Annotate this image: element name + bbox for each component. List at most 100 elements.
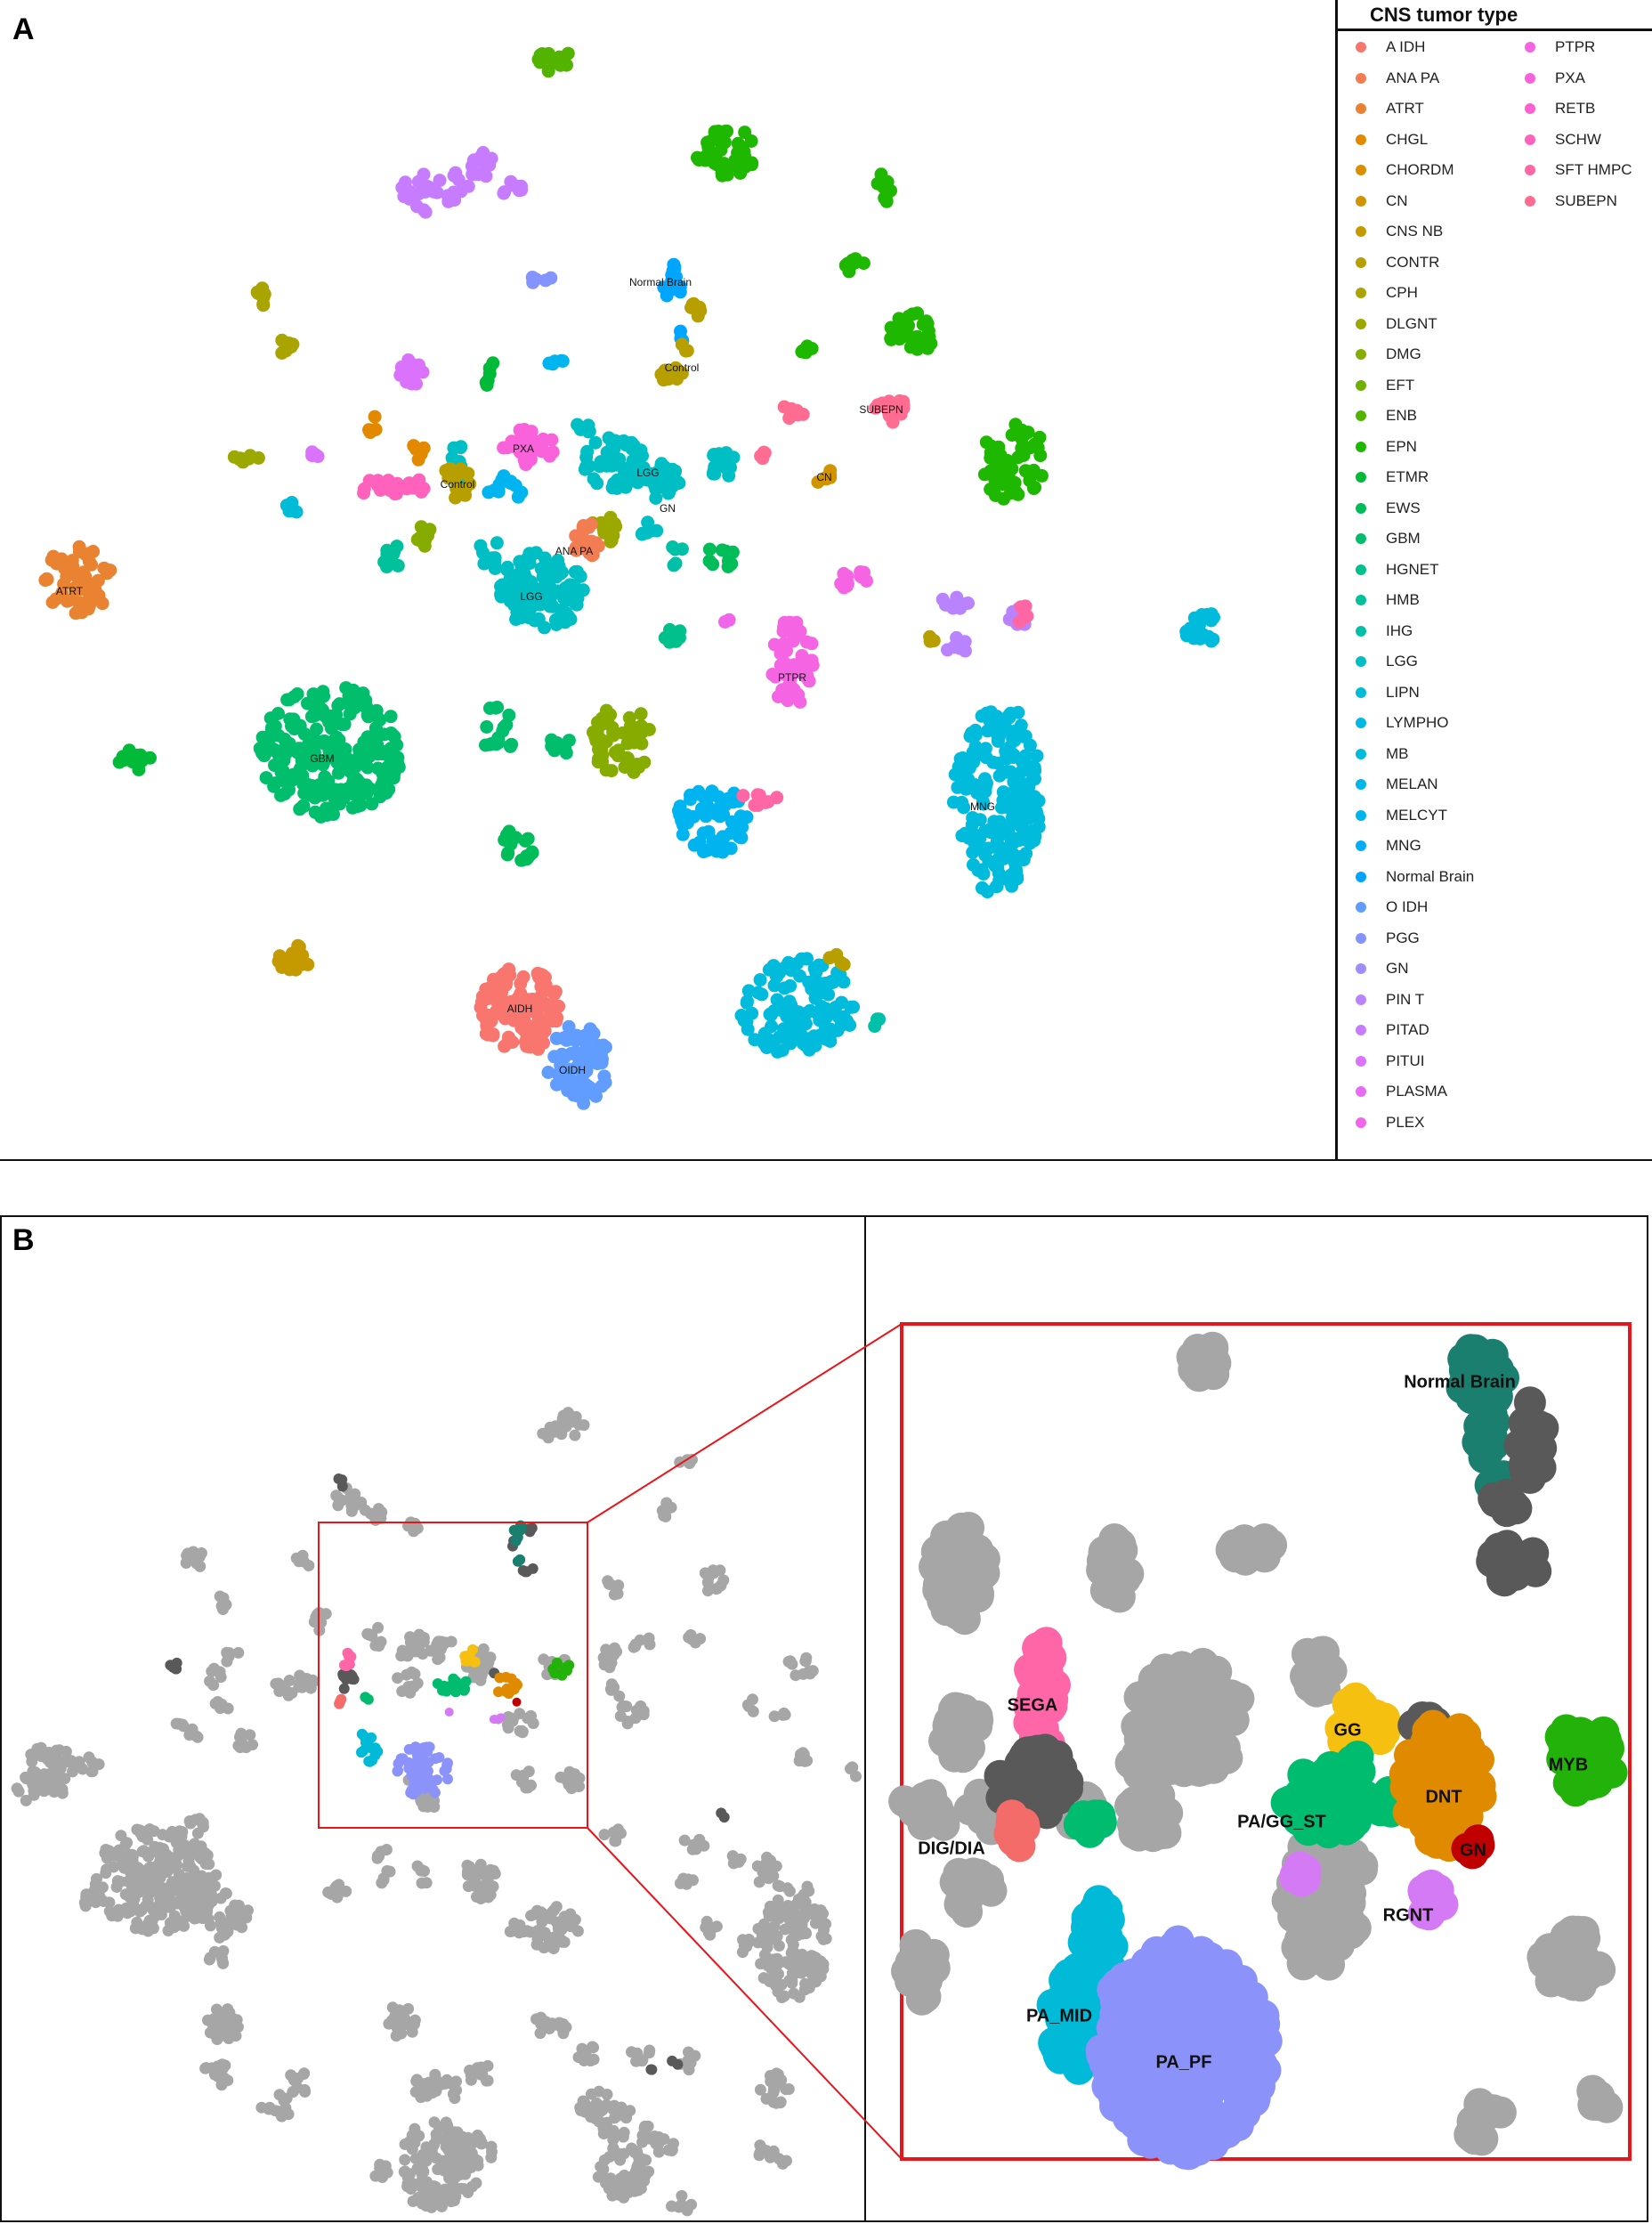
legend-label: EPN [1386, 437, 1417, 455]
point-cluster [977, 418, 1049, 506]
cluster-label: ATRT [56, 585, 84, 597]
point-cluster [868, 1012, 887, 1034]
legend-dot-icon [1356, 779, 1366, 791]
point-cluster [658, 622, 687, 649]
legend-dot-icon [1356, 441, 1366, 452]
cluster-label: GBM [310, 752, 334, 765]
legend-label: GBM [1386, 530, 1421, 548]
legend-dot-icon [1356, 1116, 1366, 1128]
legend-dot-icon [1356, 379, 1366, 391]
legend-item: SUBEPN [1507, 186, 1632, 217]
point-cluster [227, 449, 265, 469]
legend-dot-icon [1356, 72, 1366, 84]
point-cluster [400, 473, 431, 499]
legend-item: DMG [1338, 339, 1474, 370]
legend-label: PTPR [1555, 38, 1596, 56]
legend-dot-icon [1356, 748, 1366, 759]
legend-dot-icon [1356, 103, 1366, 115]
legend-item: EWS [1338, 493, 1474, 524]
legend-label: CONTR [1386, 253, 1440, 271]
point-cluster [357, 474, 410, 501]
legend-dot-icon [1525, 195, 1535, 207]
legend-label: MNG [1386, 837, 1421, 855]
legend-label: O IDH [1386, 898, 1429, 916]
legend-item: PIN T [1338, 985, 1474, 1016]
point-cluster [869, 394, 911, 429]
legend-dot-icon [1356, 656, 1366, 668]
legend-item: CONTR [1338, 248, 1474, 279]
point-cluster [542, 353, 570, 371]
point-cluster [497, 175, 529, 200]
cluster-label: GN [660, 502, 676, 515]
legend-label: PITAD [1386, 1021, 1429, 1039]
point-cluster [531, 46, 575, 78]
point-cluster [253, 681, 406, 824]
point-cluster [1179, 607, 1220, 648]
legend-label: EFT [1386, 376, 1415, 394]
legend-dot-icon [1356, 963, 1366, 975]
legend-dot-icon [1356, 288, 1366, 299]
legend-dot-icon [1356, 165, 1366, 176]
legend-label: ENB [1386, 407, 1417, 425]
legend-item: GBM [1338, 524, 1474, 555]
legend-label: ANA PA [1386, 69, 1440, 86]
legend-item: PXA [1507, 63, 1632, 94]
legend-item: IHG [1338, 616, 1474, 647]
legend-label: CN [1386, 191, 1408, 209]
legend-dot-icon [1356, 625, 1366, 637]
point-cluster [541, 1019, 612, 1110]
legend-column-2: PTPR PXA RETB SCHW SFT HMPC SUBEPN [1507, 32, 1632, 216]
legend-dot-icon [1356, 564, 1366, 575]
point-cluster [834, 565, 873, 595]
point-cluster [671, 784, 754, 859]
point-cluster [545, 733, 576, 760]
legend-label: SUBEPN [1555, 191, 1617, 209]
legend-item: CN [1338, 186, 1474, 217]
point-cluster [498, 824, 539, 867]
point-cluster [935, 590, 975, 615]
legend-label: SFT HMPC [1555, 161, 1632, 179]
point-cluster [525, 271, 558, 289]
point-cluster [734, 952, 860, 1059]
cluster-label: LGG [520, 590, 542, 603]
legend-item: CHORDM [1338, 155, 1474, 186]
point-cluster [675, 337, 694, 358]
point-cluster [479, 701, 519, 753]
point-cluster [305, 445, 325, 464]
legend-label: GN [1386, 960, 1409, 978]
cluster-label: MNG [970, 800, 995, 813]
legend-label: CHGL [1386, 130, 1429, 148]
point-cluster [279, 496, 304, 519]
legend-dot-icon [1356, 195, 1366, 207]
legend-item: MELAN [1338, 769, 1474, 800]
point-cluster [706, 446, 737, 481]
legend-dot-icon [1356, 1055, 1366, 1067]
point-cluster [822, 947, 851, 971]
legend-dot-icon [1356, 349, 1366, 361]
legend-label: LYMPHO [1386, 714, 1449, 732]
legend-item: MB [1338, 739, 1474, 770]
legend-label: A IDH [1386, 38, 1426, 56]
point-cluster [654, 361, 689, 387]
point-cluster [923, 629, 941, 648]
legend-dot-icon [1356, 1086, 1366, 1098]
legend-dot-icon [1525, 42, 1535, 53]
legend-item: SCHW [1507, 125, 1632, 156]
point-cluster [497, 423, 560, 472]
legend-label: MB [1386, 744, 1409, 762]
legend-item: LGG [1338, 646, 1474, 678]
legend-dot-icon [1356, 410, 1366, 422]
legend-title: CNS tumor type [1370, 4, 1518, 26]
point-cluster [569, 517, 605, 563]
point-cluster [571, 418, 596, 439]
legend-dot-icon [1356, 1025, 1366, 1036]
legend-dot-icon [1356, 595, 1366, 606]
cluster-label: Control [441, 478, 475, 491]
legend-dot-icon [1525, 165, 1535, 176]
legend-item: ANA PA [1338, 63, 1474, 94]
legend-item: Normal Brain [1338, 862, 1474, 893]
point-cluster [754, 445, 772, 466]
legend-label: HGNET [1386, 560, 1439, 578]
legend-label: EWS [1386, 499, 1421, 516]
tsne-scatter-a: Normal Brain Control SUBEPN PXA LGG Control CN… [38, 46, 1220, 1110]
